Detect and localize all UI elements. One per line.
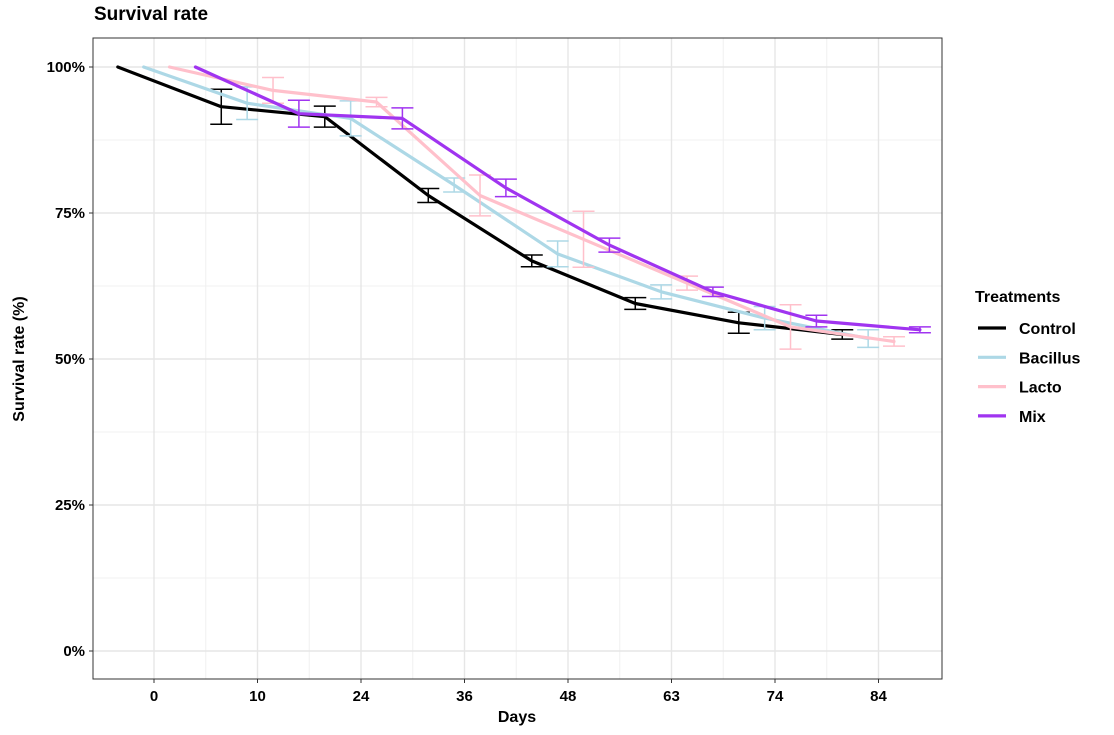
x-axis-title: Days — [498, 709, 536, 726]
legend-label-control: Control — [1019, 321, 1076, 338]
y-tick-label: 75% — [55, 205, 85, 222]
x-tick-label: 24 — [353, 688, 370, 705]
chart-title: Survival rate — [94, 4, 209, 25]
y-axis-title: Survival rate (%) — [11, 296, 28, 421]
tick-labels: 0% 25% 50% 75% 100% 0 10 24 36 48 63 74 84 — [47, 59, 888, 705]
series-layer — [116, 65, 931, 350]
legend-title: Treatments — [975, 289, 1060, 306]
series-line-mix — [193, 65, 922, 332]
series-control — [116, 65, 854, 340]
legend-label-bacillus: Bacillus — [1019, 350, 1080, 367]
x-tick-label: 10 — [249, 688, 266, 705]
y-tick-label: 25% — [55, 497, 85, 514]
series-line-lacto — [167, 65, 896, 344]
x-tick-label: 74 — [767, 688, 784, 705]
series-line-control — [116, 65, 844, 337]
x-tick-label: 48 — [560, 688, 577, 705]
axis-ticks — [89, 66, 879, 683]
legend-label-mix: Mix — [1019, 409, 1046, 426]
x-tick-label: 84 — [870, 688, 887, 705]
series-line-bacillus — [142, 65, 870, 341]
y-tick-label: 100% — [47, 59, 85, 76]
legend: Treatments Control Bacillus Lacto Mix — [975, 289, 1080, 426]
y-tick-label: 0% — [63, 643, 85, 660]
x-tick-label: 0 — [150, 688, 158, 705]
x-tick-label: 63 — [663, 688, 680, 705]
y-tick-label: 50% — [55, 351, 85, 368]
series-mix — [193, 65, 931, 334]
x-tick-label: 36 — [456, 688, 473, 705]
legend-label-lacto: Lacto — [1019, 380, 1062, 397]
